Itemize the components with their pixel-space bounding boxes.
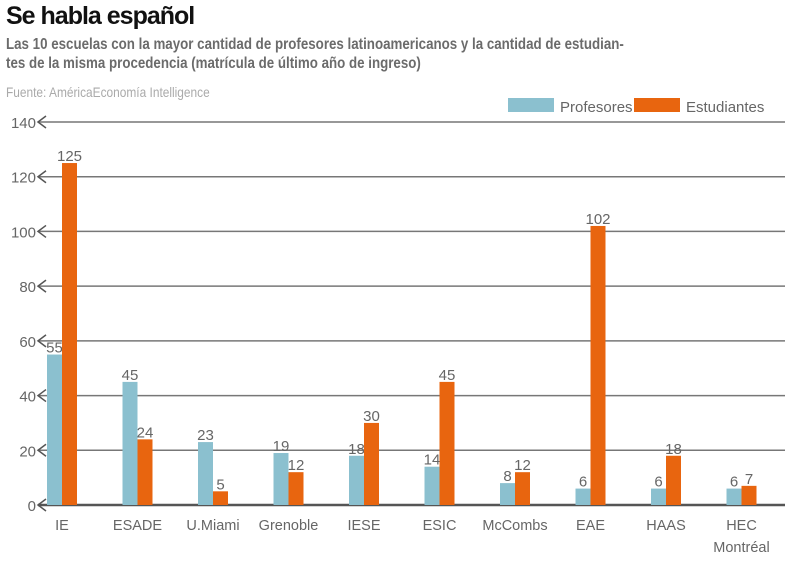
data-label: 19	[273, 438, 290, 455]
data-label: 18	[665, 441, 682, 458]
bar-estudiantes	[62, 163, 77, 506]
bar-profesores	[424, 466, 440, 505]
x-tick-label: Grenoble	[259, 518, 319, 534]
data-label: 7	[745, 471, 753, 488]
bar-profesores	[651, 488, 666, 505]
axis-tick-arrow	[36, 115, 47, 129]
data-label: 6	[730, 474, 738, 491]
data-label: 18	[348, 441, 365, 458]
data-label: 102	[585, 211, 610, 228]
data-label: 55	[46, 340, 63, 357]
chart-subtitle: Las 10 escuelas con la mayor cantidad de…	[6, 35, 780, 73]
data-label: 45	[122, 367, 139, 384]
x-tick-label: Montréal	[713, 540, 769, 556]
legend-label: Estudiantes	[686, 99, 764, 116]
subtitle-line-2: tes de la misma procedencia (matrícula d…	[6, 55, 421, 72]
bar-estudiantes	[515, 472, 530, 505]
y-tick-label: 120	[11, 170, 36, 187]
data-label: 14	[424, 452, 441, 469]
bar-profesores	[349, 455, 364, 505]
data-label: 30	[363, 408, 380, 425]
bar-estudiantes	[364, 422, 379, 505]
bar-profesores	[273, 453, 289, 505]
legend-swatch-estudiantes	[634, 98, 680, 112]
x-tick-label: IE	[55, 518, 69, 534]
bar-profesores	[47, 354, 62, 505]
bar-estudiantes	[213, 491, 228, 505]
data-label: 12	[514, 457, 531, 474]
y-tick-label: 0	[28, 498, 36, 515]
axis-tick-arrow	[36, 443, 47, 457]
bar-estudiantes	[666, 455, 681, 505]
data-label: 12	[288, 457, 305, 474]
axis-tick-arrow	[36, 170, 47, 184]
chart-title: Se habla español	[6, 2, 195, 30]
bar-estudiantes	[741, 485, 757, 505]
legend-swatch-profesores	[508, 98, 554, 112]
legend-label: Profesores	[560, 99, 633, 116]
data-label: 6	[579, 474, 587, 491]
bar-estudiantes	[137, 439, 153, 505]
x-tick-label: ESADE	[113, 518, 162, 534]
x-tick-label: ESIC	[423, 518, 457, 534]
x-tick-label: U.Miami	[186, 518, 239, 534]
axis-tick-arrow	[36, 224, 47, 239]
x-tick-label: McCombs	[482, 518, 547, 534]
bar-estudiantes	[439, 381, 455, 505]
chart-source: Fuente: AméricaEconomía Intelligence	[6, 84, 210, 100]
x-tick-label: IESE	[347, 518, 380, 534]
bar-profesores	[198, 442, 213, 505]
data-label: 125	[57, 148, 82, 165]
x-tick-label: HAAS	[646, 518, 686, 534]
x-tick-label: EAE	[576, 518, 605, 534]
y-tick-label: 40	[19, 389, 36, 406]
bar-profesores	[575, 488, 591, 505]
subtitle-line-1: Las 10 escuelas con la mayor cantidad de…	[6, 36, 624, 53]
bar-estudiantes	[590, 225, 606, 505]
axis-tick-arrow	[36, 498, 47, 512]
bar-profesores	[122, 381, 138, 505]
y-tick-label: 20	[19, 443, 36, 460]
data-label: 8	[503, 468, 511, 485]
data-label: 45	[439, 367, 456, 384]
y-tick-label: 60	[19, 334, 36, 351]
data-label: 24	[137, 424, 154, 441]
y-tick-label: 80	[19, 279, 36, 296]
x-tick-label: HEC	[726, 518, 757, 534]
data-label: 6	[654, 474, 662, 491]
axis-tick-arrow	[36, 279, 47, 293]
bar-profesores	[726, 488, 742, 505]
axis-tick-arrow	[36, 388, 47, 403]
bar-estudiantes	[288, 472, 304, 505]
y-tick-label: 140	[11, 115, 36, 132]
data-label: 23	[197, 427, 214, 444]
axis-tick-arrow	[36, 334, 47, 348]
bar-profesores	[500, 483, 515, 505]
y-tick-label: 100	[11, 224, 36, 241]
data-label: 5	[216, 476, 224, 493]
